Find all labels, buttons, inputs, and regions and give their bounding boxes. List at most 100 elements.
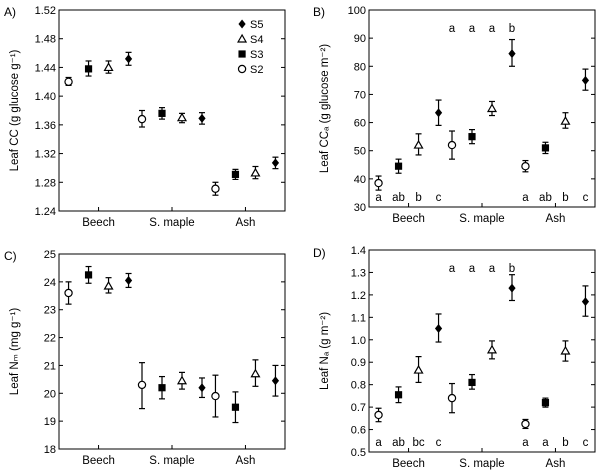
legend: S5 S4 S3 S2 bbox=[237, 19, 264, 76]
legend-label: S4 bbox=[250, 34, 263, 46]
data-point-triangle-open bbox=[486, 344, 498, 354]
y-tick-label: 50 bbox=[354, 146, 366, 158]
data-point-diamond bbox=[434, 324, 443, 334]
significance-letter: c bbox=[436, 192, 442, 204]
group-ash bbox=[211, 359, 280, 424]
y-tick-label: 1.32 bbox=[35, 149, 56, 161]
x-category-label: Beech bbox=[392, 458, 425, 470]
significance-letter: a bbox=[469, 263, 476, 275]
significance-letter: b bbox=[562, 192, 568, 204]
y-tick-label: 40 bbox=[354, 174, 366, 186]
significance-letter: a bbox=[542, 437, 549, 449]
y-tick-label: 1.4 bbox=[351, 245, 366, 257]
y-tick-label: 22 bbox=[44, 333, 56, 345]
group-smaple bbox=[137, 362, 206, 410]
significance-letter: b bbox=[562, 437, 568, 449]
data-point-circle-open bbox=[447, 393, 457, 403]
panel-label: B) bbox=[313, 5, 325, 19]
data-point-diamond bbox=[508, 49, 516, 59]
data-point-square bbox=[84, 65, 93, 73]
y-tick-label: 21 bbox=[44, 360, 56, 372]
data-point-triangle-open bbox=[560, 345, 571, 355]
x-category-label: Ash bbox=[546, 213, 566, 225]
group-ash: a ab b c bbox=[521, 68, 590, 204]
y-tick-label: 19 bbox=[44, 416, 56, 428]
data-point-circle-open bbox=[64, 77, 73, 86]
significance-letter: c bbox=[583, 192, 589, 204]
data-point-triangle-open bbox=[176, 375, 188, 385]
significance-letter: a bbox=[522, 192, 529, 204]
panel-label: D) bbox=[313, 246, 326, 260]
data-point-circle-open bbox=[521, 419, 530, 429]
y-tick-label: 24 bbox=[44, 277, 56, 289]
y-tick-label: 1.44 bbox=[35, 62, 56, 74]
data-point-triangle-open bbox=[560, 115, 571, 125]
x-category-label: S. maple bbox=[149, 455, 194, 467]
plot-frame bbox=[58, 253, 286, 450]
x-category-label: Ash bbox=[546, 458, 566, 470]
significance-letter: c bbox=[436, 437, 442, 449]
y-axis-label: Leaf Nₘ (mg g⁻¹) bbox=[9, 308, 21, 396]
data-point-square bbox=[84, 271, 93, 279]
data-point-triangle-open bbox=[250, 368, 261, 378]
x-category-label: S. maple bbox=[459, 458, 504, 470]
panel-d: D) 0.5 0.6 0.7 0.8 0.9 1.0 1.1 1.2 1.3 1.4 Leaf Nₐ … bbox=[313, 245, 596, 470]
significance-letter: ab bbox=[392, 192, 405, 204]
x-category-label: Ash bbox=[236, 217, 256, 229]
data-point-square bbox=[468, 133, 476, 141]
significance-letter: a bbox=[522, 437, 529, 449]
y-tick-label: 1.3 bbox=[351, 267, 366, 279]
data-point-diamond bbox=[581, 75, 590, 85]
x-category-label: S. maple bbox=[149, 217, 194, 229]
data-point-diamond bbox=[508, 283, 516, 293]
y-tick-label: 0.9 bbox=[351, 357, 366, 369]
y-tick-label: 90 bbox=[354, 33, 366, 45]
data-point-triangle-open bbox=[176, 112, 188, 122]
significance-letter: ab bbox=[392, 437, 405, 449]
y-tick-label: 1.40 bbox=[35, 91, 56, 103]
y-tick-label: 1.28 bbox=[35, 177, 56, 189]
x-category-label: Beech bbox=[82, 455, 115, 467]
data-point-circle-open bbox=[521, 161, 530, 171]
data-point-diamond bbox=[198, 383, 206, 393]
significance-letter: a bbox=[375, 192, 382, 204]
group-beech bbox=[64, 51, 133, 86]
panel-label: C) bbox=[4, 249, 17, 263]
panel-c: C) 18 19 20 21 22 23 24 25 Leaf Nₘ (mg g⁻¹) Beech S… bbox=[4, 249, 286, 467]
data-point-diamond bbox=[581, 297, 590, 307]
data-point-triangle-open bbox=[413, 364, 424, 374]
significance-letter: ab bbox=[539, 192, 552, 204]
data-point-square bbox=[158, 384, 166, 392]
y-axis-label: Leaf CC (g glucose g⁻¹) bbox=[9, 49, 21, 171]
y-tick-label: 1.52 bbox=[35, 5, 56, 17]
data-point-square bbox=[468, 378, 476, 387]
group-beech bbox=[64, 265, 133, 305]
y-axis-label: Leaf CCₐ (g glucose m⁻²) bbox=[319, 44, 331, 173]
x-category-label: Beech bbox=[392, 213, 425, 225]
data-point-square bbox=[231, 403, 240, 411]
significance-letter: b bbox=[509, 23, 515, 35]
panel-b: B) 30 40 50 60 70 80 90 100 Leaf CCₐ (g glucose m… bbox=[313, 5, 596, 225]
data-point-diamond bbox=[198, 113, 206, 123]
panel-a: A) 1.24 1.28 1.32 1.36 1.40 1.44 1.48 1.52 Leaf C… bbox=[4, 5, 286, 229]
data-point-diamond bbox=[124, 275, 133, 285]
y-tick-label: 30 bbox=[354, 202, 366, 214]
plot-frame bbox=[368, 9, 596, 208]
significance-letter: a bbox=[449, 23, 456, 35]
data-point-circle-open bbox=[137, 114, 147, 124]
data-point-circle-open bbox=[211, 391, 220, 401]
data-point-circle-open bbox=[374, 410, 383, 420]
data-point-square bbox=[394, 391, 403, 399]
y-tick-label: 60 bbox=[354, 118, 366, 130]
panel-label: A) bbox=[4, 5, 16, 19]
data-point-diamond bbox=[271, 376, 280, 386]
significance-letter: b bbox=[415, 192, 421, 204]
group-beech: a ab b c bbox=[374, 99, 443, 204]
x-category-label: S. maple bbox=[459, 213, 504, 225]
data-point-square bbox=[158, 109, 166, 117]
data-point-circle-open bbox=[447, 140, 457, 150]
y-tick-label: 1.24 bbox=[35, 206, 56, 218]
data-point-triangle-open bbox=[486, 103, 498, 113]
